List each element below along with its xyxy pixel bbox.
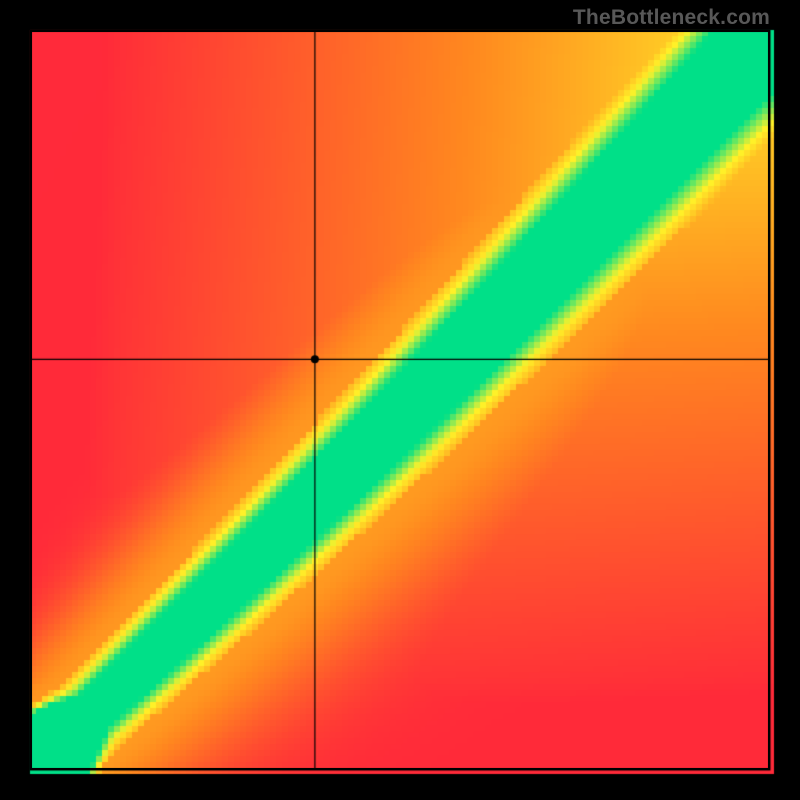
plot-frame: [30, 30, 770, 770]
watermark-text: TheBottleneck.com: [573, 6, 770, 30]
chart-container: TheBottleneck.com: [0, 0, 800, 800]
